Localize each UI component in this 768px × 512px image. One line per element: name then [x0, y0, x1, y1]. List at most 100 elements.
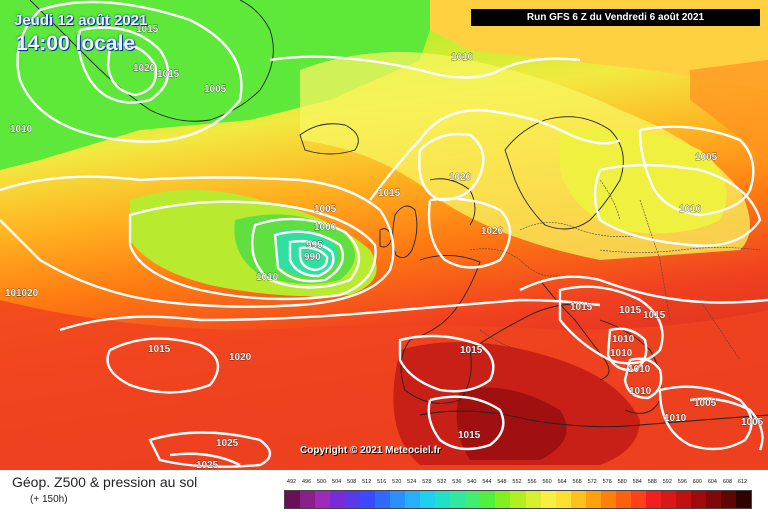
isobar-label: 1010 — [679, 204, 702, 215]
isobar-1015-greenland — [77, 26, 170, 104]
isobar-1025-inner — [169, 452, 241, 467]
isobar-label: 1015 — [643, 310, 666, 321]
legend-label: 516 — [377, 479, 387, 485]
isobar-label: 1010 — [451, 52, 474, 63]
legend-label: 588 — [647, 479, 657, 485]
z500-maroon-core — [456, 387, 567, 460]
isobar-labels: 1015 1020 1015 1005 1010 1010 1015 1020 … — [5, 24, 764, 470]
isobar-1010-north — [269, 55, 581, 79]
isobar-label: 1015 — [458, 430, 481, 441]
isobar-1010-greece — [623, 357, 663, 400]
legend-label: 544 — [482, 479, 492, 485]
legend-label: 528 — [422, 479, 432, 485]
legend-swatch — [300, 491, 316, 508]
isobar-label: 1005 — [694, 398, 717, 409]
legend-labels: 492 496 500 504 508 512 516 520 524 528 532 536 540 5… — [282, 479, 760, 489]
copyright-notice: Copyright © 2021 Meteociel.fr — [300, 445, 441, 456]
legend-label: 500 — [316, 479, 327, 485]
isobar-label: 1015 — [148, 344, 171, 355]
isobar-label: 1005 — [314, 204, 337, 215]
isobar-label: 1010 — [10, 124, 33, 135]
isobar-label: 1015 — [157, 69, 180, 80]
isobar-label: 1010 — [5, 288, 28, 299]
isobar-1015-central — [519, 275, 768, 304]
isobar-1015-north — [369, 108, 621, 201]
legend-swatch — [645, 491, 661, 508]
isobar-1010-greenland — [16, 0, 243, 143]
legend-swatch — [570, 491, 586, 508]
forecast-date: Jeudi 12 août 2021 — [14, 12, 148, 29]
isobar-label: 1020 — [449, 172, 472, 183]
legend-swatch — [510, 491, 526, 508]
legend-swatch — [540, 491, 556, 508]
legend-swatch — [495, 491, 511, 508]
legend-label: 548 — [497, 479, 507, 485]
isobar-label: 1000 — [314, 222, 337, 233]
legend-label: 576 — [602, 479, 612, 485]
map-canvas: 1015 1020 1015 1005 1010 1010 1015 1020 … — [0, 0, 768, 470]
legend-swatch — [600, 491, 616, 508]
isobar-label: 995 — [306, 240, 323, 251]
isobar-990-low — [298, 246, 329, 272]
isobar-1015-iberia — [398, 334, 495, 393]
legend-label: 504 — [332, 479, 342, 485]
model-run-banner: Run GFS 6 Z du Vendredi 6 août 2021 — [471, 9, 760, 26]
isobar-label: 990 — [304, 252, 321, 263]
legend-swatch — [345, 491, 361, 508]
legend-label: 532 — [437, 479, 447, 485]
isobar-1015-atlantic — [0, 175, 395, 308]
isobar-label: 1010 — [628, 364, 651, 375]
isobar-label: 1005 — [695, 152, 718, 163]
isobar-1020-north-sea — [427, 197, 512, 269]
isobar-1020-norway-sea — [418, 132, 485, 202]
isobar-1020-south — [59, 298, 601, 332]
isobar-1010-atlantic — [128, 200, 377, 301]
legend-swatch — [720, 491, 736, 508]
legend-swatch — [405, 491, 421, 508]
legend-swatch — [360, 491, 376, 508]
isobar-label: 1015 — [136, 24, 159, 35]
legend-label: 520 — [392, 479, 402, 485]
legend-swatch — [690, 491, 706, 508]
isobar-label: 1020 — [481, 226, 504, 237]
z500-green-zone — [0, 0, 440, 170]
chart-title: Géop. Z500 & pression au sol — [12, 474, 198, 490]
isobar-label: 1015 — [570, 302, 593, 313]
legend-label: 580 — [617, 479, 627, 485]
isobar-label: 1010 — [256, 272, 279, 283]
legend-swatch — [465, 491, 481, 508]
isobar-1010-baltic — [593, 163, 762, 247]
isobar-1015-azores — [106, 337, 220, 394]
isobar-label: 1020 — [133, 63, 156, 74]
legend-swatch — [555, 491, 571, 508]
forecast-range: (+ 150h) — [30, 494, 68, 505]
isobar-1005-baltic — [638, 125, 755, 217]
isobar-label: 1025 — [196, 460, 219, 470]
legend-label: 552 — [512, 479, 522, 485]
isobar-1025-sw — [148, 431, 272, 468]
legend-swatch — [390, 491, 406, 508]
weather-map: 1015 1020 1015 1005 1010 1010 1015 1020 … — [0, 0, 768, 470]
isobars — [0, 0, 768, 468]
legend-label: 556 — [527, 479, 537, 485]
isobar-label: 1010 — [664, 413, 687, 424]
legend-label: 492 — [286, 479, 297, 485]
isobar-label: 1015 — [619, 305, 642, 316]
greenland-coast — [29, 0, 274, 122]
legend-swatch — [525, 491, 541, 508]
legend-label: 568 — [572, 479, 582, 485]
legend-label: 564 — [557, 479, 567, 485]
legend-swatch — [735, 491, 751, 508]
legend-label: 572 — [587, 479, 597, 485]
legend-label: 596 — [677, 479, 687, 485]
legend-swatch — [420, 491, 436, 508]
legend-swatch — [435, 491, 451, 508]
legend-label: 524 — [407, 479, 417, 485]
legend-swatch — [285, 491, 301, 508]
legend-swatch — [480, 491, 496, 508]
legend-label: 600 — [692, 479, 702, 485]
isobar-1000-low — [273, 230, 345, 283]
legend-label: 608 — [722, 479, 733, 485]
forecast-time: 14:00 locale — [16, 32, 136, 55]
isobar-1015-sahara — [427, 395, 505, 451]
